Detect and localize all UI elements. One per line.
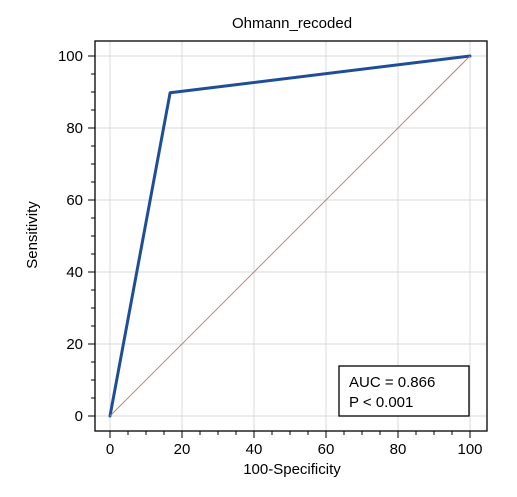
y-tick-label: 20 <box>66 336 83 353</box>
axes: 0 20 40 60 80 100 0 20 40 60 80 100 <box>58 40 488 458</box>
p-value-text: P < 0.001 <box>349 394 413 411</box>
roc-curve-line <box>108 54 472 418</box>
auc-text: AUC = 0.866 <box>349 374 435 391</box>
y-tick-label: 100 <box>58 48 83 65</box>
y-tick-label: 0 <box>75 408 83 425</box>
x-tick-label: 20 <box>174 441 191 458</box>
x-tick-label: 100 <box>457 441 482 458</box>
grid-lines <box>95 41 487 431</box>
x-tick-label: 40 <box>246 441 263 458</box>
annotation-box: AUC = 0.866 P < 0.001 <box>338 365 470 417</box>
x-tick-label: 0 <box>106 441 114 458</box>
y-tick-label: 40 <box>66 264 83 281</box>
y-tick-label: 80 <box>66 120 83 137</box>
series-layer <box>108 54 472 418</box>
chart-title: Ohmann_recoded <box>232 15 352 32</box>
x-axis-label: 100-Specificity <box>243 461 341 478</box>
annotation-frame <box>338 365 470 417</box>
reference-diagonal-line <box>109 55 471 417</box>
y-tick-label: 60 <box>66 192 83 209</box>
x-tick-label: 80 <box>390 441 407 458</box>
x-tick-label: 60 <box>318 441 335 458</box>
y-axis-label: Sensitivity <box>24 201 41 269</box>
